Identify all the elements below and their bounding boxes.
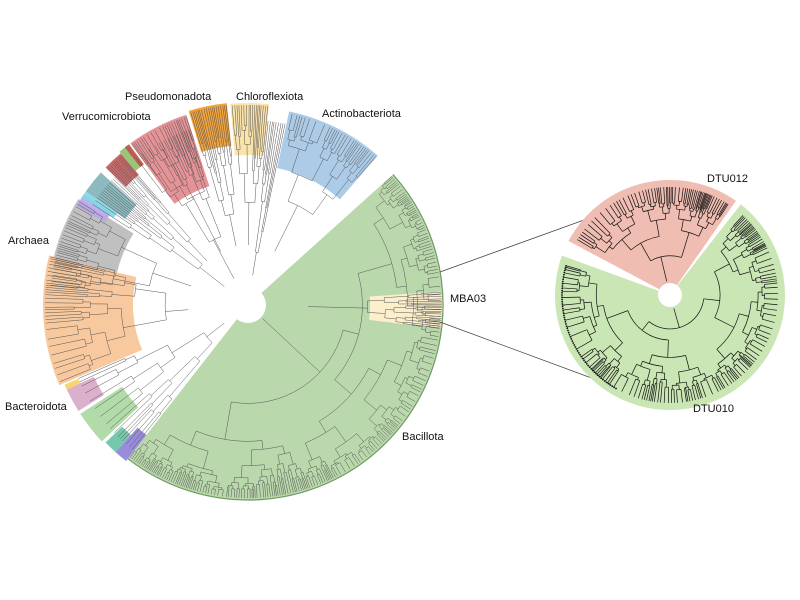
clade-sector-actinobacteriota [277,111,378,200]
inset-tree-branches [561,186,778,403]
minor-clade-sector [80,386,139,442]
minor-clade-sector [76,194,112,223]
main-tree-branches [45,105,443,498]
clade-sector-chloroflexiota [230,103,270,156]
label-verrucomicrobiota: Verrucomicrobiota [62,111,152,123]
label-archaea: Archaea [8,235,50,247]
bacillota-rim [127,174,444,501]
minor-clade-sector [66,376,104,411]
label-dtu010: DTU010 [693,403,734,415]
minor-clade-sector [81,191,117,218]
inset-sector-dtu012 [568,179,736,290]
minor-clade-sector [105,426,131,453]
label-bacteroidota: Bacteroidota [5,401,68,413]
minor-clade-sector [85,172,137,219]
tree-root-hole [230,287,266,323]
inset-sector-dtu010 [554,204,785,411]
minor-clade-sector [119,145,143,171]
zoom-connector-top [439,219,585,273]
clade-sector-bacillota [127,174,444,501]
label-chloroflexiota: Chloroflexiota [236,91,304,103]
label-pseudomonadota: Pseudomonadota [125,91,212,103]
label-dtu012: DTU012 [707,173,748,185]
label-actinobacteriota: Actinobacteriota [322,108,402,120]
inset-circular-tree [554,179,785,411]
clade-sector-pseudomonadota_b [130,114,210,204]
minor-clade-sector [124,144,144,168]
label-bacillota: Bacillota [402,431,444,443]
main-circular-tree [43,103,444,501]
clade-sector-bacteroidota [43,255,143,386]
minor-clade-sector [64,378,81,390]
clade-sector-verrucomicrobiota [105,153,139,187]
inset-clade-sectors [554,179,785,411]
label-mba03: MBA03 [450,293,486,305]
